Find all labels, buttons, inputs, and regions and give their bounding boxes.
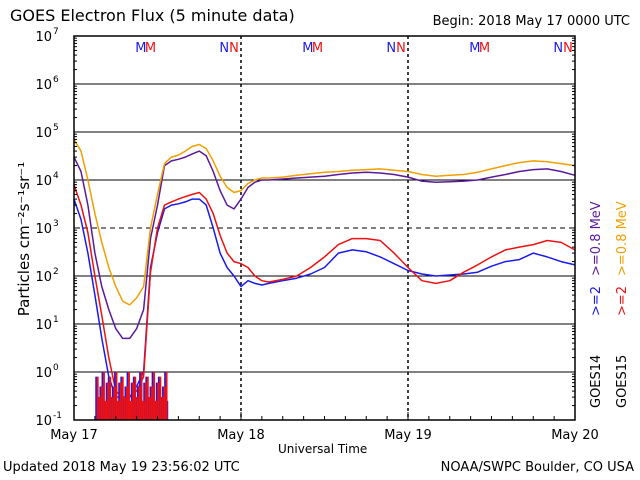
begin-time-label: Begin: 2018 May 17 0000 UTC: [432, 14, 630, 29]
y-tick-label: 10: [35, 414, 52, 429]
y-tick-label: 10: [35, 366, 52, 381]
legend-goes-label: GOES15: [615, 355, 630, 408]
grid-layer: [74, 36, 575, 420]
y-tick-exponent: 6: [53, 75, 59, 85]
y-tick-exponent: 1: [53, 315, 59, 325]
frame-layer: [73, 35, 576, 421]
mn-marker: N: [553, 41, 563, 56]
legend-item: >=2: [589, 286, 604, 316]
mn-marker: M: [479, 41, 490, 56]
legend-column: GOES15 >=2 >=0.8 MeV: [615, 201, 630, 408]
mn-marker: N: [386, 41, 396, 56]
y-tick-exponent: 4: [53, 171, 59, 181]
legend-layer: GOES14 >=2 >=0.8 MeV GOES15 >=2 >=0.8 MeV: [589, 201, 630, 408]
y-tick-label: 10: [35, 126, 52, 141]
x-tick-label: May 17: [50, 428, 98, 443]
y-tick-exponent: 3: [53, 219, 59, 229]
x-tick-label: May 20: [551, 428, 599, 443]
series-line: [73, 150, 576, 340]
chart-title: GOES Electron Flux (5 minute data): [10, 6, 295, 25]
legend-column: GOES14 >=2 >=0.8 MeV: [589, 201, 604, 408]
series-line: [73, 139, 576, 306]
x-tick-label: May 18: [217, 428, 265, 443]
mn-marker: M: [135, 41, 146, 56]
updated-timestamp: Updated 2018 May 19 23:56:02 UTC: [3, 460, 240, 475]
credit-label: NOAA/SWPC Boulder, CO USA: [440, 460, 634, 475]
y-tick-exponent: 2: [53, 267, 59, 277]
y-tick-exponent: 0: [53, 363, 59, 373]
mn-marker: N: [563, 41, 573, 56]
y-tick-exponent: -1: [53, 411, 62, 421]
mn-marker: M: [469, 41, 480, 56]
y-tick-exponent: 7: [53, 27, 59, 37]
mn-marker: M: [312, 41, 323, 56]
y-tick-label: 10: [35, 174, 52, 189]
y-tick-exponent: 5: [53, 123, 59, 133]
y-tick-label: 10: [35, 222, 52, 237]
series-line: [73, 184, 576, 398]
legend-goes-label: GOES14: [589, 355, 604, 408]
legend-item: >=0.8 MeV: [589, 201, 604, 276]
legend-item: >=0.8 MeV: [615, 201, 630, 276]
y-tick-label: 10: [35, 78, 52, 93]
y-tick-label: 10: [35, 318, 52, 333]
mn-marker: M: [302, 41, 313, 56]
y-tick-label: 10: [35, 270, 52, 285]
x-axis-label: Universal Time: [278, 442, 368, 456]
mn-marker: N: [229, 41, 239, 56]
y-axis-label: Particles cm⁻²s⁻¹sr⁻¹: [15, 161, 34, 317]
mn-marker: M: [145, 41, 156, 56]
series-layer: [73, 139, 576, 420]
x-tick-label: May 19: [384, 428, 432, 443]
mn-marker: N: [396, 41, 406, 56]
y-tick-label: 10: [35, 30, 52, 45]
legend-item: >=2: [615, 286, 630, 316]
mn-marker: N: [219, 41, 229, 56]
